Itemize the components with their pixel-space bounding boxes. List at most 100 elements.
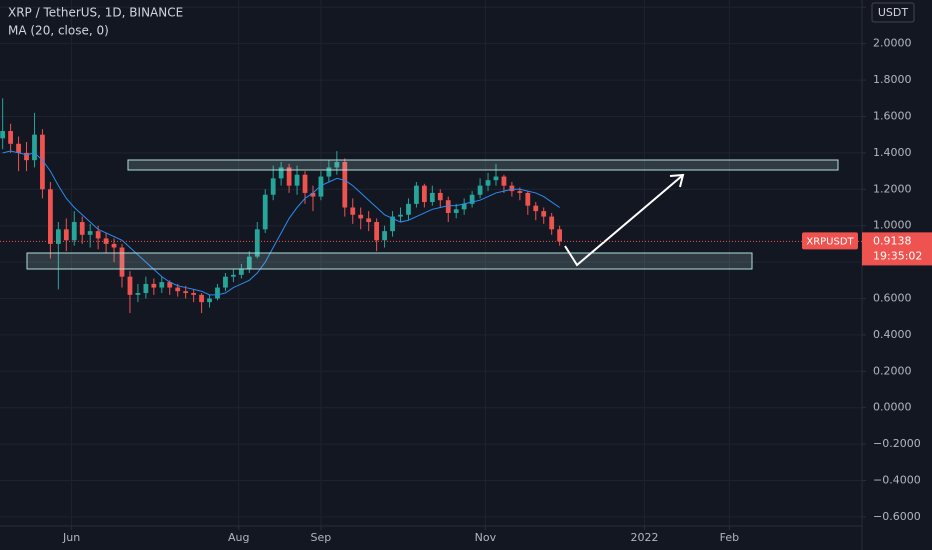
candle-body [262,194,268,230]
support-zone [26,252,753,270]
y-tick-label: 0.6000 [873,291,912,304]
candle-body [40,134,45,190]
y-tick-label: 2.0000 [873,37,912,50]
candle-body [111,243,117,248]
candle-body [421,185,427,203]
x-tick-label: Nov [475,531,497,544]
x-tick-label: Jun [62,531,80,544]
candle-body [135,293,141,295]
candle-body [24,152,29,161]
candle-body [509,185,515,192]
symbol-label: XRPUSDT [806,236,854,247]
candle-body [32,134,37,161]
candle-body [334,161,340,168]
last-price: XRPUSDT 0.9138 19:35:02 [0,232,932,266]
candle-body [238,269,244,275]
candle-body [525,192,531,206]
price-badge [862,232,932,266]
projection-arrow [564,174,684,267]
candle-body [231,274,236,277]
indicator-label: MA (20, close, 0) [8,24,109,38]
candle-body [382,231,387,241]
candle-body [366,218,372,223]
chart-title: XRP / TetherUS, 1D, BINANCE [8,6,183,20]
candle-body [541,211,547,217]
candle-body [350,207,356,215]
candle-body [127,276,133,295]
candle-body [95,231,101,239]
resistance-zone [127,159,839,171]
candle-body [326,167,332,177]
countdown: 19:35:02 [873,249,922,262]
candle-body [533,205,539,212]
candle-body [270,178,276,195]
arrow-head [669,173,685,188]
y-tick-label: 1.2000 [873,182,912,195]
x-tick-label: Feb [720,531,739,544]
candle-body [437,192,443,201]
candle-body [246,256,252,270]
candle-body [103,238,109,244]
candle-body [286,167,292,186]
y-tick-label: 1.8000 [873,73,912,86]
candle-body [0,131,6,139]
y-tick-label: 1.0000 [873,219,912,232]
drawings [26,159,839,270]
candle-body [151,283,157,288]
x-tick-label: Aug [228,531,249,544]
candle-body [159,282,165,288]
moving-average [2,150,560,296]
candle-body [48,189,53,244]
candle-body [414,185,419,204]
candle-body [16,143,21,153]
candle-body [175,287,181,292]
candle-body [398,214,403,217]
candle-body [8,131,13,144]
candle-body [557,229,563,242]
y-tick-label: 0.4000 [873,328,912,341]
plot [0,98,563,314]
y-tick-label: 0.2000 [873,364,912,377]
currency-badge [871,2,915,23]
candle-body [183,291,189,294]
candle-body [493,176,499,181]
candle-body [207,298,212,303]
currency: USDT [878,6,909,19]
candle-body [406,203,411,215]
candle-body [119,247,125,277]
candle-body [342,161,348,208]
candle-body [445,200,451,213]
candle-body [453,209,459,213]
candle-body [55,229,61,244]
candle-body [71,222,77,241]
y-tick-label: 1.6000 [873,109,912,122]
candle-body [429,192,435,203]
candle-body [390,216,395,232]
candle-body [87,231,93,235]
last-price-label: 0.9138 [873,234,912,247]
x-tick-label: Sep [311,531,332,544]
candle-body [199,294,204,303]
candle-body [517,191,523,193]
axes: −0.6000 −0.4000 −0.2000 0.0000 0.2000 0.4000 0… [62,0,921,544]
candle-body [294,174,300,186]
candle-body [63,229,69,241]
candle-body [223,276,228,288]
candle-body [358,214,364,219]
candle-body [191,293,197,295]
candle-body [215,287,220,299]
y-tick-label: 0.0000 [873,401,912,414]
candle-body [143,283,149,294]
candle-body [79,222,85,235]
candle-body [485,180,491,186]
y-tick-label: −0.4000 [873,473,921,486]
y-tick-label: −0.6000 [873,510,921,523]
candle-body [278,167,284,179]
candle-body [167,282,173,288]
candle-body [477,185,483,195]
candle-body [501,176,507,186]
candle-body [461,203,467,210]
x-tick-label: 2022 [631,531,659,544]
candle-body [318,176,324,197]
